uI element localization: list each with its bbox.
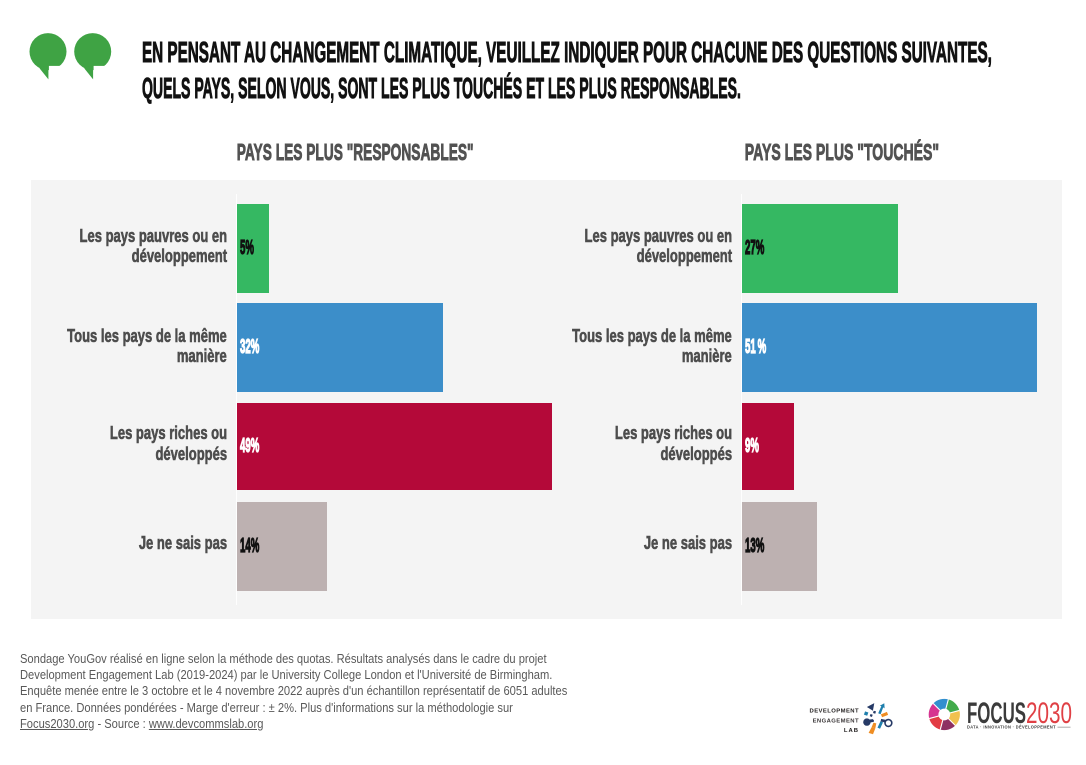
svg-text:LAB: LAB bbox=[844, 728, 859, 734]
svg-text:ENGAGEMENT: ENGAGEMENT bbox=[813, 718, 859, 724]
svg-text:DATA · INNOVATION · DÉVELOPPEM: DATA · INNOVATION · DÉVELOPPEMENT bbox=[967, 725, 1056, 730]
svg-text:FOCUS: FOCUS bbox=[967, 697, 1026, 730]
svg-text:DEVELOPMENT: DEVELOPMENT bbox=[810, 709, 859, 715]
svg-text:2030: 2030 bbox=[1026, 697, 1072, 730]
